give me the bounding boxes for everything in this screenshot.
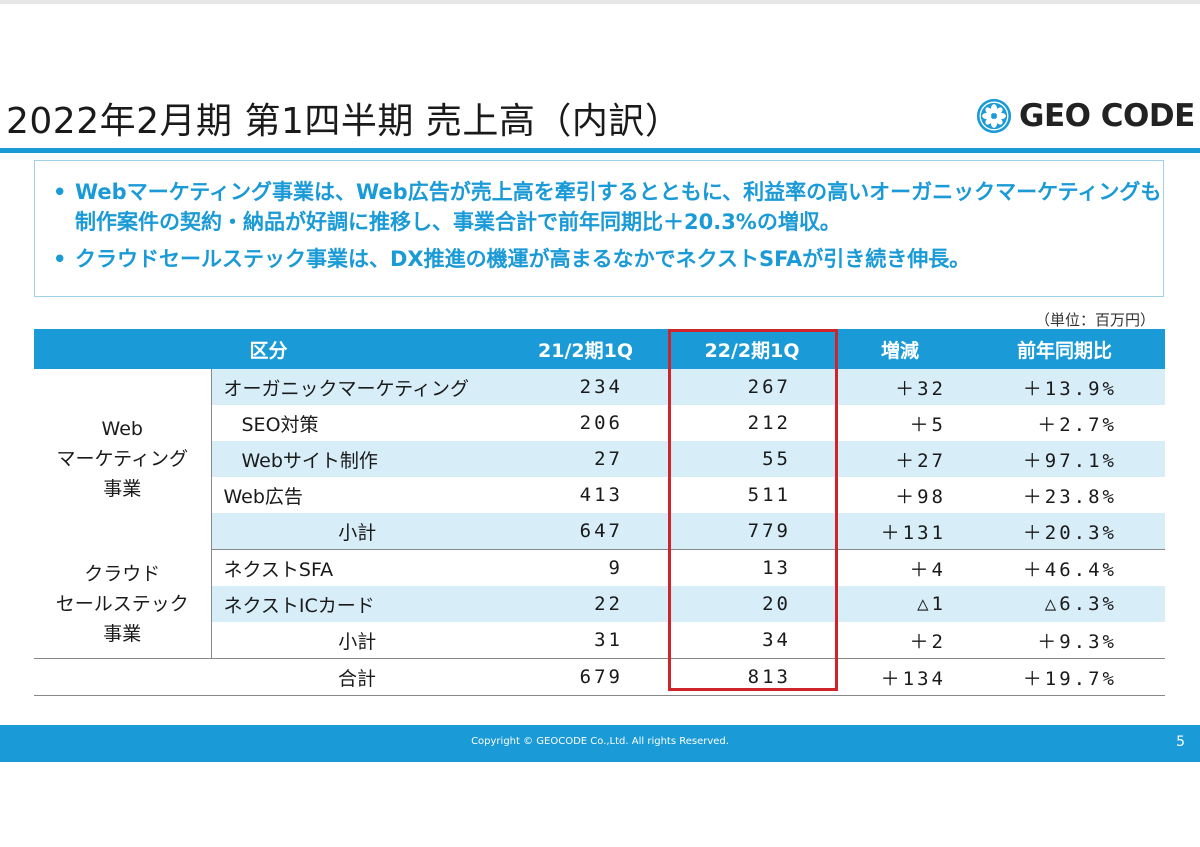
header-yoy: 前年同期比	[964, 329, 1165, 369]
item-name: 合計	[211, 658, 503, 696]
item-name: SEO対策	[241, 413, 319, 436]
summary-box: • Webマーケティング事業は、Web広告が売上高を牽引するとともに、利益率の高…	[34, 160, 1164, 297]
ratio-value: ＋46.4%	[1022, 558, 1117, 581]
summary-bullet: • Webマーケティング事業は、Web広告が売上高を牽引するとともに、利益率の高…	[53, 177, 1163, 237]
flower-emblem-icon	[976, 98, 1012, 134]
table-row: クラウド セールステック 事業 ネクストSFA 9 13 ＋4 ＋46.4%	[34, 549, 1165, 659]
bullet-dot: •	[53, 180, 67, 204]
total-spacer	[34, 658, 211, 696]
diff-value: ＋27	[836, 441, 964, 477]
unit-label: （単位：百万円）	[1034, 311, 1155, 329]
diff-value: ＋5	[909, 413, 946, 436]
ratio-value: ＋23.8%	[1022, 485, 1117, 508]
item-name: 小計	[211, 622, 503, 659]
header-prev-period: 21/2期1Q	[503, 329, 668, 369]
table-row: Web広告 413 511 ＋98 ＋23.8%	[34, 477, 1165, 513]
header-category: 区分	[34, 329, 503, 369]
prev-value: 647	[503, 513, 668, 550]
diff-value: ＋131	[836, 513, 964, 550]
bullet-dot: •	[53, 247, 67, 271]
prev-value: 31	[503, 622, 668, 659]
prev-value: 413	[579, 484, 623, 506]
table-header-row: 区分 21/2期1Q 22/2期1Q 増減 前年同期比	[34, 329, 1165, 369]
bullet-text: クラウドセールステック事業は、DX推進の機運が高まるなかでネクストSFAが引き続…	[75, 247, 971, 271]
category-web-marketing: Web マーケティング 事業	[34, 369, 212, 550]
ratio-value: ＋2.7%	[1037, 413, 1117, 436]
item-name: オーガニックマーケティング	[211, 369, 503, 405]
curr-value: 212	[747, 412, 791, 434]
sales-breakdown-table: 区分 21/2期1Q 22/2期1Q 増減 前年同期比 Web マーケティング 事業…	[34, 329, 1165, 696]
total-row: 合計 679 813 ＋134 ＋19.7%	[34, 658, 1165, 696]
prev-value: 27	[503, 441, 668, 477]
ratio-value: △6.3%	[964, 586, 1165, 622]
table-row: SEO対策 206 212 ＋5 ＋2.7%	[34, 405, 1165, 441]
table-row: Web マーケティング 事業 オーガニックマーケティング 234 267 ＋32 ＋…	[34, 369, 1165, 550]
diff-value: ＋134	[836, 658, 964, 696]
item-name: ネクストSFA	[223, 558, 334, 581]
page-number: 5	[1176, 734, 1185, 750]
bullet-text: Webマーケティング事業は、Web広告が売上高を牽引するとともに、利益率の高いオ…	[75, 180, 1162, 234]
curr-value: 34	[668, 622, 836, 659]
curr-value: 55	[668, 441, 836, 477]
table-row: ネクストICカード 22 20 △1 △6.3%	[34, 586, 1165, 622]
subtotal-row: 小計 647 779 ＋131 ＋20.3%	[34, 513, 1165, 550]
diff-value: ＋32	[836, 369, 964, 405]
page-title: 2022年2月期 第1四半期 売上高（内訳）	[6, 101, 682, 142]
prev-value: 234	[503, 369, 668, 405]
curr-value: 779	[668, 513, 836, 550]
subtotal-row: 小計 31 34 ＋2 ＋9.3%	[34, 622, 1165, 659]
curr-value: 511	[747, 484, 791, 506]
diff-value: ＋2	[836, 622, 964, 659]
diff-value: ＋98	[895, 485, 946, 508]
curr-value: 20	[668, 586, 836, 622]
header-curr-period: 22/2期1Q	[668, 329, 836, 369]
logo-text: GEO CODE	[1019, 98, 1195, 134]
title-rule	[0, 148, 1200, 153]
ratio-value: ＋13.9%	[964, 369, 1165, 405]
prev-value: 22	[503, 586, 668, 622]
header-change: 増減	[836, 329, 964, 369]
curr-value: 13	[762, 557, 791, 579]
curr-value: 267	[668, 369, 836, 405]
company-logo: GEO CODE	[975, 97, 1195, 135]
item-name: Web広告	[223, 485, 303, 508]
curr-value: 813	[668, 658, 836, 696]
diff-value: ＋4	[909, 558, 946, 581]
ratio-value: ＋19.7%	[964, 658, 1165, 696]
item-name: ネクストICカード	[211, 586, 503, 622]
diff-value: △1	[836, 586, 964, 622]
table-row: Webサイト制作 27 55 ＋27 ＋97.1%	[34, 441, 1165, 477]
prev-value: 679	[503, 658, 668, 696]
copyright-text: Copyright © GEOCODE Co.,Ltd. All rights …	[471, 736, 729, 747]
ratio-value: ＋20.3%	[964, 513, 1165, 550]
top-divider	[0, 0, 1200, 4]
prev-value: 206	[579, 412, 623, 434]
category-cloud-salestech: クラウド セールステック 事業	[34, 549, 212, 659]
prev-value: 9	[608, 557, 623, 579]
ratio-value: ＋9.3%	[964, 622, 1165, 659]
ratio-value: ＋97.1%	[964, 441, 1165, 477]
summary-bullet: • クラウドセールステック事業は、DX推進の機運が高まるなかでネクストSFAが引…	[53, 244, 1163, 274]
footer-bar: Copyright © GEOCODE Co.,Ltd. All rights …	[0, 725, 1200, 762]
item-name: Webサイト制作	[211, 441, 503, 477]
item-name: 小計	[211, 513, 503, 550]
